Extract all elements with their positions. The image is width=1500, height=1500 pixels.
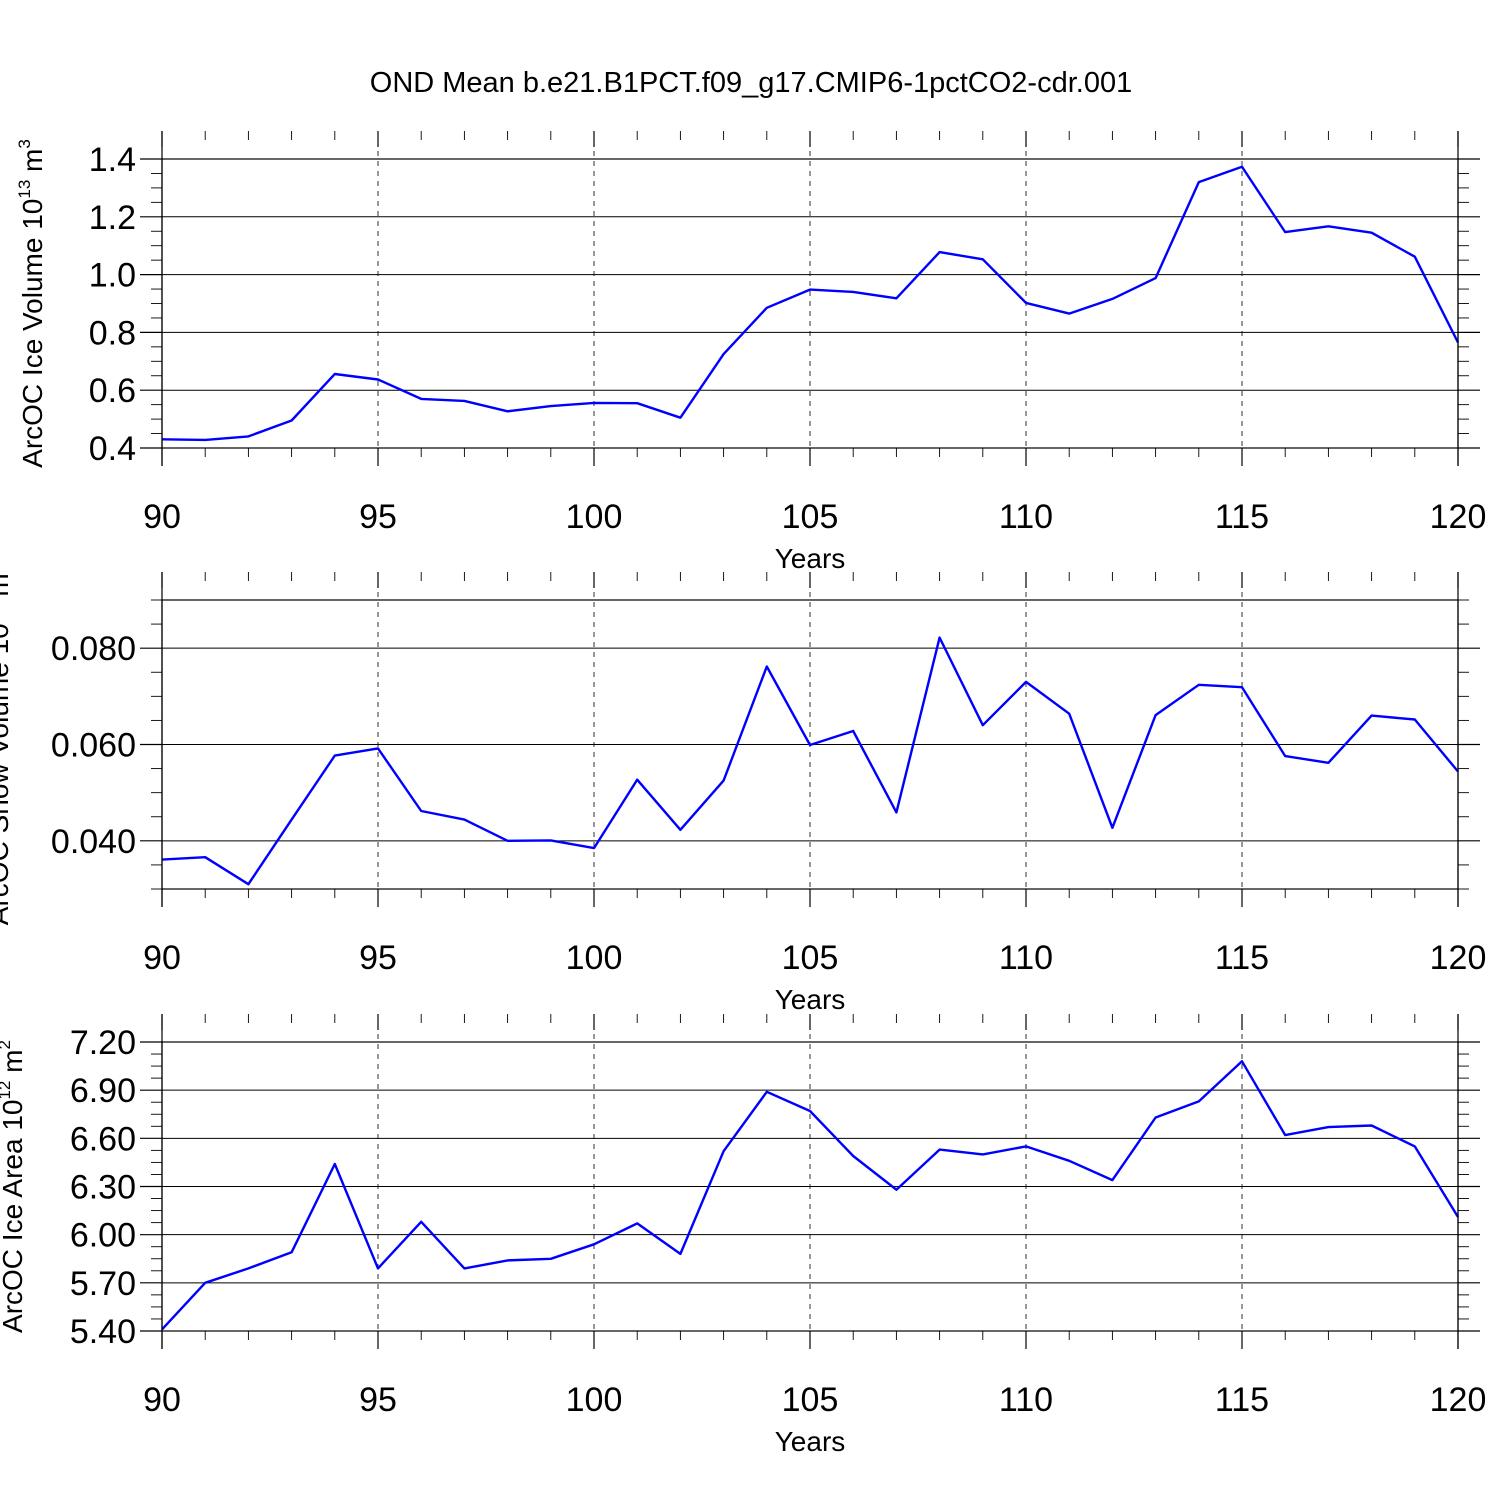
y-tick-label: 6.60 xyxy=(70,1120,136,1158)
y-tick-label: 1.4 xyxy=(89,141,136,179)
x-tick-label: 95 xyxy=(359,1381,397,1419)
x-tick-label: 105 xyxy=(782,498,839,536)
y-tick-label: 6.30 xyxy=(70,1169,136,1207)
y-axis: 0.4 0.6 0.8 1.0 1.2 1.4 xyxy=(89,141,136,468)
series-line xyxy=(161,1060,1460,1331)
x-tick-label: 100 xyxy=(566,939,623,977)
y-tick-label: 0.4 xyxy=(89,430,136,468)
panel-ice-area: 90 95 100 105 110 115 120 5.40 5.70 6.00 6.30 6.60… xyxy=(0,1014,1486,1457)
y-label-unit-exponent: 3 xyxy=(15,139,34,148)
x-tick-label: 120 xyxy=(1430,1381,1487,1419)
y-label-unit: m xyxy=(17,149,48,172)
y-tick-label: 5.40 xyxy=(70,1313,136,1351)
grid xyxy=(377,572,1243,889)
y-label-exponent: 12 xyxy=(0,1081,14,1100)
y-label-unit: m xyxy=(0,1050,28,1073)
y-tick-label: 1.0 xyxy=(89,257,136,295)
x-tick-label: 110 xyxy=(999,939,1053,977)
y-axis-label: ArcOC Snow Volume 1013 m3 xyxy=(0,564,14,925)
x-axis: 90 95 100 105 110 115 120 xyxy=(143,131,1486,536)
y-label-unit-exponent: 2 xyxy=(0,1040,14,1049)
y-axis-label: ArcOC Ice Area 1012 m2 xyxy=(0,1040,28,1333)
x-axis-label: Years xyxy=(775,543,846,574)
y-label-text: ArcOC Ice Area 10 xyxy=(0,1100,28,1333)
y-tick-label: 0.040 xyxy=(51,823,136,861)
y-tick-label: 0.8 xyxy=(89,314,136,352)
x-axis-label: Years xyxy=(775,1426,846,1457)
x-tick-label: 115 xyxy=(1215,939,1269,977)
grid xyxy=(377,1014,1243,1331)
x-tick-label: 100 xyxy=(566,1381,623,1419)
y-tick-label: 0.080 xyxy=(51,630,136,668)
y-axis: 5.40 5.70 6.00 6.30 6.60 6.90 7.20 xyxy=(70,1024,136,1351)
y-tick-label: 1.2 xyxy=(89,199,136,237)
x-axis: 90 95 100 105 110 115 120 xyxy=(143,572,1486,977)
x-tick-label: 115 xyxy=(1215,1381,1269,1419)
y-axis-label: ArcOC Ice Volume 1013 m3 xyxy=(15,139,48,468)
x-tick-label: 115 xyxy=(1215,498,1269,536)
panel-snow-volume: 90 95 100 105 110 115 120 0.040 0.060 0.080 Year… xyxy=(0,564,1486,1015)
y-tick-label: 0.6 xyxy=(89,372,136,410)
x-tick-label: 95 xyxy=(359,498,397,536)
y-label-unit: m xyxy=(0,573,14,596)
y-axis: 0.040 0.060 0.080 xyxy=(51,630,136,861)
y-tick-label: 0.060 xyxy=(51,727,136,765)
panel-ice-volume: 90 95 100 105 110 115 120 0.4 0.6 0.8 1.0 1.2 1.4 Y… xyxy=(15,131,1486,574)
x-tick-label: 90 xyxy=(143,498,181,536)
grid xyxy=(377,131,1243,448)
x-tick-label: 110 xyxy=(999,498,1053,536)
x-tick-label: 120 xyxy=(1430,498,1487,536)
x-tick-label: 105 xyxy=(782,939,839,977)
x-tick-label: 95 xyxy=(359,939,397,977)
series-line xyxy=(161,165,1460,442)
y-label-exponent: 13 xyxy=(15,180,34,199)
y-tick-label: 6.90 xyxy=(70,1072,136,1110)
x-tick-label: 110 xyxy=(999,1381,1053,1419)
x-tick-label: 120 xyxy=(1430,939,1487,977)
x-tick-label: 90 xyxy=(143,939,181,977)
x-axis: 90 95 100 105 110 115 120 xyxy=(143,1014,1486,1419)
series-line xyxy=(161,636,1459,886)
chart-title: OND Mean b.e21.B1PCT.f09_g17.CMIP6-1pctC… xyxy=(370,67,1132,99)
x-tick-label: 100 xyxy=(566,498,623,536)
x-axis-label: Years xyxy=(775,984,846,1015)
y-tick-label: 6.00 xyxy=(70,1217,136,1255)
y-tick-label: 7.20 xyxy=(70,1024,136,1062)
y-label-text: ArcOC Snow Volume 10 xyxy=(0,623,14,925)
x-tick-label: 90 xyxy=(143,1381,181,1419)
x-tick-label: 105 xyxy=(782,1381,839,1419)
y-label-text: ArcOC Ice Volume 10 xyxy=(17,199,48,468)
y-tick-label: 5.70 xyxy=(70,1265,136,1303)
